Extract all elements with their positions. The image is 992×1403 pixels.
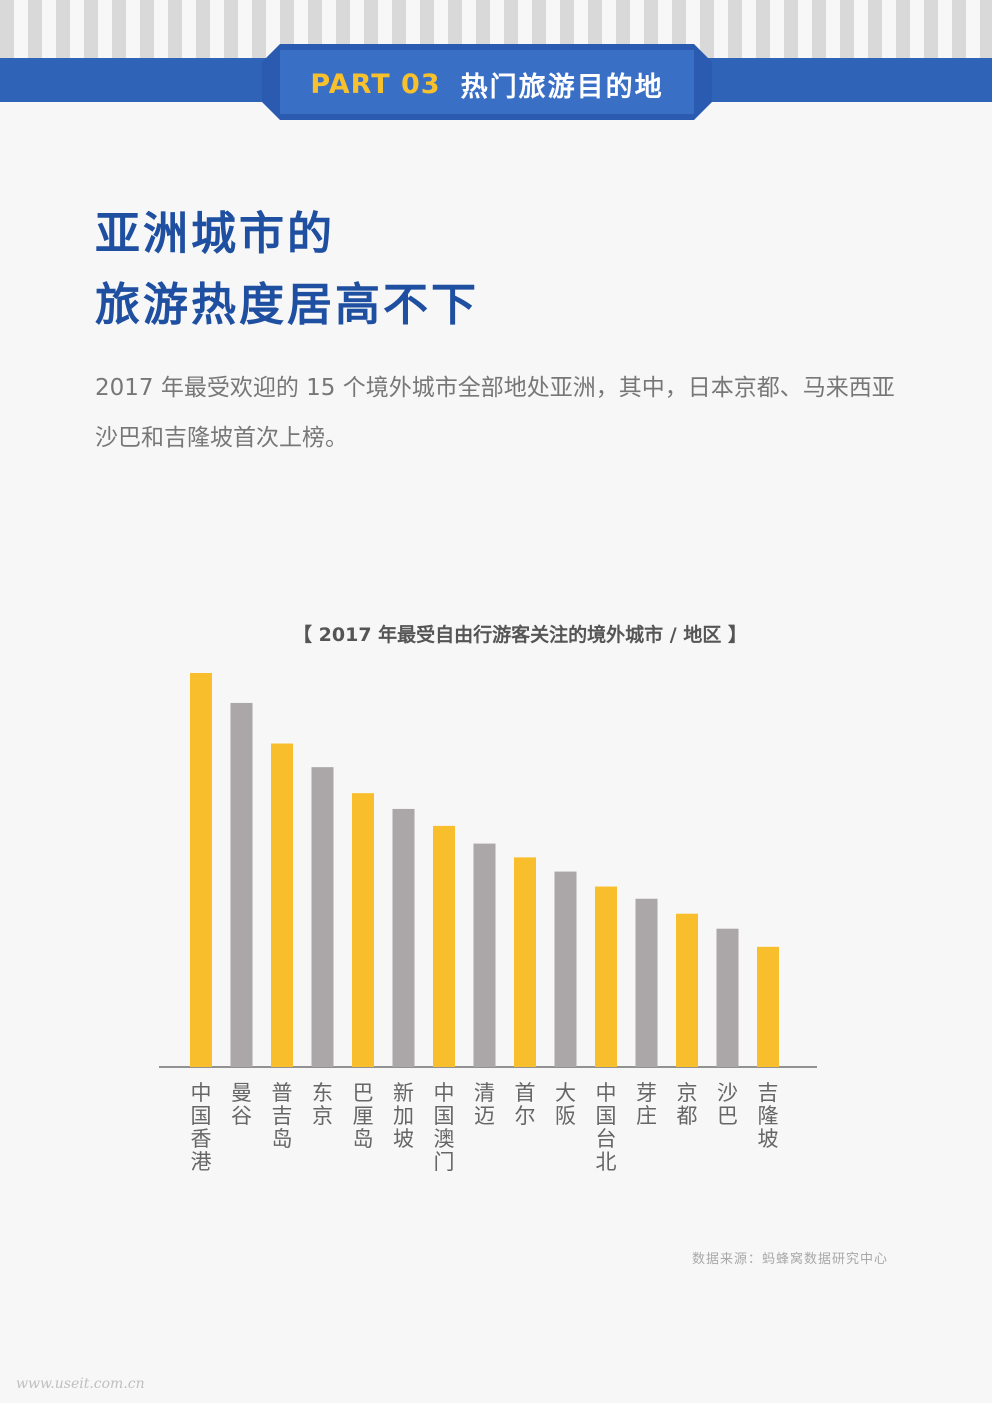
- x-tick-label: 京都: [677, 1081, 698, 1128]
- bar: [352, 793, 374, 1067]
- x-tick-label: 首尔: [515, 1081, 536, 1128]
- x-tick-label: 中国台北: [596, 1081, 617, 1174]
- bar: [635, 898, 658, 1067]
- bar: [716, 928, 739, 1067]
- x-tick-label: 新加坡: [393, 1081, 414, 1151]
- x-tick-label: 巴厘岛: [353, 1081, 374, 1151]
- watermark: www.useit.com.cn: [16, 1376, 145, 1392]
- chart-title: 【 2017 年最受自由行游客关注的境外城市 / 地区 】: [293, 624, 747, 646]
- section-title: 热门旅游目的地: [460, 71, 664, 103]
- bar: [595, 886, 617, 1067]
- intro-paragraph: 2017 年最受欢迎的 15 个境外城市全部地处亚洲，其中，日本京都、马来西亚沙…: [95, 375, 895, 451]
- x-tick-label: 东京: [312, 1081, 333, 1128]
- x-tick-label: 芽庄: [636, 1081, 657, 1128]
- part-label: PART 03: [310, 68, 441, 100]
- source-note: 数据来源：蚂蜂窝数据研究中心: [691, 1252, 888, 1267]
- bar: [271, 743, 293, 1067]
- headline-line-2: 旅游热度居高不下: [95, 278, 480, 331]
- bar: [554, 871, 577, 1067]
- bar: [190, 673, 212, 1067]
- x-tick-label: 曼谷: [231, 1081, 252, 1128]
- section-badge-text: PART 03 热门旅游目的地: [262, 62, 712, 106]
- bar: [473, 843, 496, 1067]
- bar: [311, 767, 334, 1067]
- x-tick-label: 普吉岛: [272, 1081, 293, 1151]
- bar: [433, 825, 455, 1067]
- x-tick-label: 清迈: [474, 1081, 495, 1128]
- bar: [676, 913, 698, 1067]
- x-tick-label: 中国香港: [191, 1081, 212, 1174]
- x-tick-label: 吉隆坡: [758, 1081, 779, 1151]
- bar: [514, 857, 536, 1067]
- bar: [392, 808, 415, 1067]
- section-badge-inner: [280, 50, 694, 114]
- bar: [230, 702, 253, 1067]
- x-tick-label: 中国澳门: [434, 1081, 455, 1174]
- x-tick-label: 大阪: [555, 1081, 576, 1128]
- bar: [757, 946, 779, 1067]
- x-tick-label: 沙巴: [717, 1081, 738, 1128]
- headline-line-1: 亚洲城市的: [95, 207, 336, 260]
